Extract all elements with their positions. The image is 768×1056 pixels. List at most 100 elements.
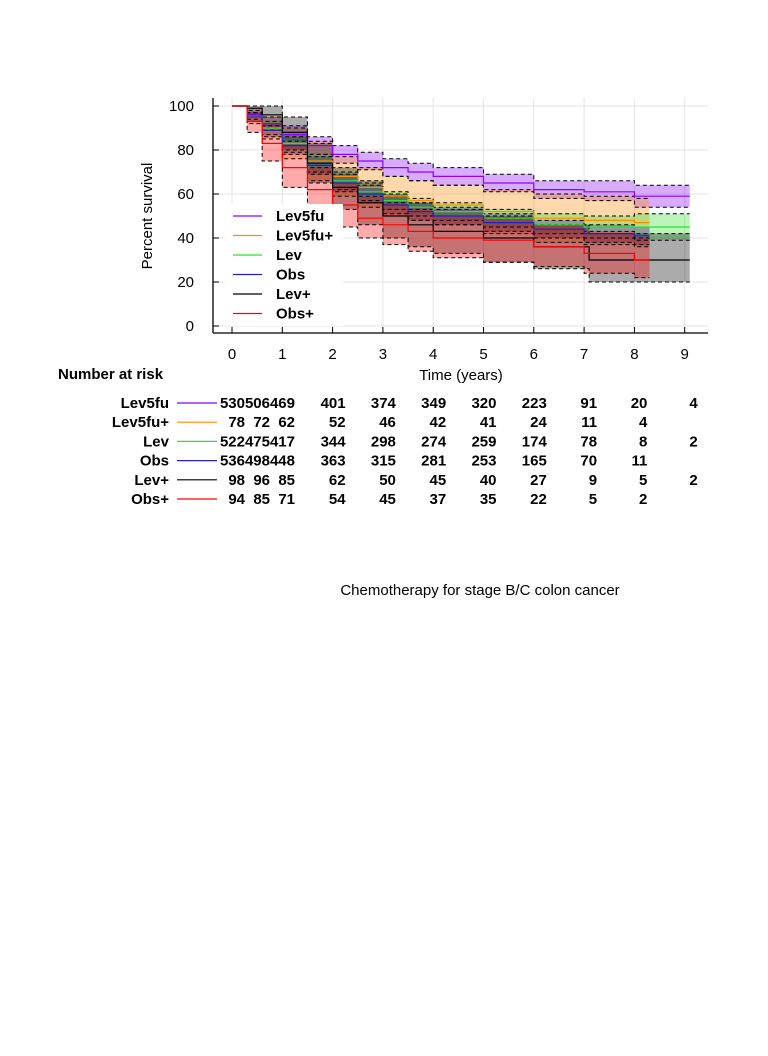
risk-count: 522	[220, 433, 245, 450]
risk-row-name: Lev5fu	[121, 395, 169, 412]
risk-count: 281	[421, 453, 446, 470]
risk-count: 2	[689, 433, 697, 450]
risk-count: 274	[421, 433, 447, 450]
risk-count: 344	[321, 433, 347, 450]
risk-count: 4	[639, 414, 648, 431]
risk-count: 85	[253, 491, 270, 508]
y-tick-label: 0	[186, 318, 194, 335]
y-tick-label: 40	[177, 230, 194, 247]
risk-count: 4	[689, 395, 698, 412]
legend-label: Lev+	[276, 286, 311, 303]
risk-count: 62	[329, 472, 346, 489]
legend-label: Lev5fu+	[276, 228, 333, 245]
x-tick-label: 4	[429, 346, 437, 363]
risk-count: 223	[522, 395, 547, 412]
risk-count: 374	[371, 395, 397, 412]
risk-count: 298	[371, 433, 396, 450]
risk-count: 20	[631, 395, 648, 412]
x-tick-label: 6	[530, 346, 538, 363]
band-lev5fu-plus	[232, 106, 650, 247]
risk-count: 9	[589, 472, 597, 489]
band-lev5fu	[232, 106, 690, 208]
band-obs-plus	[232, 106, 650, 278]
risk-count: 91	[580, 395, 597, 412]
risk-table-title: Number at risk	[58, 366, 164, 383]
risk-count: 259	[471, 433, 496, 450]
y-tick-label: 60	[177, 186, 194, 203]
risk-count: 24	[530, 414, 547, 431]
legend-label: Obs	[276, 267, 305, 284]
axes: 0 20 40 60 80 100 0 1 2 3 4 5 6 7 8 9	[169, 98, 708, 363]
risk-count: 96	[253, 472, 270, 489]
band-obs	[232, 106, 650, 245]
risk-count: 41	[480, 414, 497, 431]
risk-count: 98	[228, 472, 245, 489]
risk-count: 85	[278, 472, 295, 489]
risk-count: 72	[253, 414, 270, 431]
band-lev-plus	[232, 106, 690, 282]
legend-label: Lev5fu	[276, 208, 324, 225]
risk-count: 35	[480, 491, 497, 508]
risk-count: 50	[379, 472, 396, 489]
risk-count: 506	[245, 395, 270, 412]
risk-count: 448	[270, 453, 295, 470]
risk-count: 78	[228, 414, 245, 431]
risk-count: 475	[245, 433, 270, 450]
legend-background	[225, 204, 343, 326]
y-tick-label: 20	[177, 274, 194, 291]
risk-count: 349	[421, 395, 446, 412]
chart-caption: Chemotherapy for stage B/C colon cancer	[340, 582, 620, 599]
x-tick-label: 1	[278, 346, 286, 363]
risk-row-name: Lev	[143, 433, 170, 450]
risk-count: 11	[581, 414, 597, 431]
risk-count: 78	[580, 433, 597, 450]
survival-line-lev5fu	[232, 105, 690, 197]
risk-count: 401	[321, 395, 346, 412]
legend: Lev5fu Lev5fu+ Lev Obs Lev+ Obs+	[225, 204, 343, 326]
risk-count: 45	[379, 491, 396, 508]
risk-count: 94	[228, 491, 245, 508]
survival-lines	[232, 105, 690, 283]
risk-count: 320	[471, 395, 496, 412]
risk-count: 253	[471, 453, 496, 470]
risk-row-name: Lev5fu+	[112, 414, 169, 431]
x-tick-label: 9	[681, 346, 689, 363]
risk-row-name: Lev+	[134, 472, 169, 489]
risk-count: 8	[639, 433, 647, 450]
survival-line-obs-plus	[232, 105, 650, 261]
risk-count: 165	[522, 453, 547, 470]
y-axis-label: Percent survival	[139, 163, 156, 270]
risk-count: 40	[480, 472, 497, 489]
risk-count: 42	[430, 414, 447, 431]
risk-count: 315	[371, 453, 396, 470]
x-tick-label: 0	[228, 346, 236, 363]
risk-count: 2	[639, 491, 647, 508]
risk-count: 37	[430, 491, 447, 508]
legend-label: Obs+	[276, 306, 314, 323]
x-tick-label: 5	[479, 346, 487, 363]
x-tick-label: 7	[580, 346, 588, 363]
risk-count: 62	[278, 414, 295, 431]
x-tick-label: 3	[379, 346, 387, 363]
risk-row-name: Obs	[140, 453, 169, 470]
risk-count: 54	[329, 491, 346, 508]
number-at-risk-table: Number at risk Lev5fu 530 506 469 401 374 349 3…	[58, 366, 698, 508]
x-tick-label: 2	[328, 346, 336, 363]
risk-count: 11	[632, 453, 648, 470]
y-tick-label: 100	[169, 98, 194, 115]
risk-count: 174	[522, 433, 548, 450]
x-tick-label: 8	[630, 346, 638, 363]
upper-bound-lev5fu	[232, 105, 690, 186]
risk-count: 363	[321, 453, 346, 470]
risk-count: 536	[220, 453, 245, 470]
risk-count: 70	[580, 453, 597, 470]
risk-count: 22	[530, 491, 547, 508]
risk-count: 2	[689, 472, 697, 489]
risk-count: 5	[639, 472, 647, 489]
y-tick-label: 80	[177, 142, 194, 159]
risk-count: 469	[270, 395, 295, 412]
risk-count: 71	[278, 491, 295, 508]
risk-count: 417	[270, 433, 295, 450]
risk-count: 45	[430, 472, 447, 489]
